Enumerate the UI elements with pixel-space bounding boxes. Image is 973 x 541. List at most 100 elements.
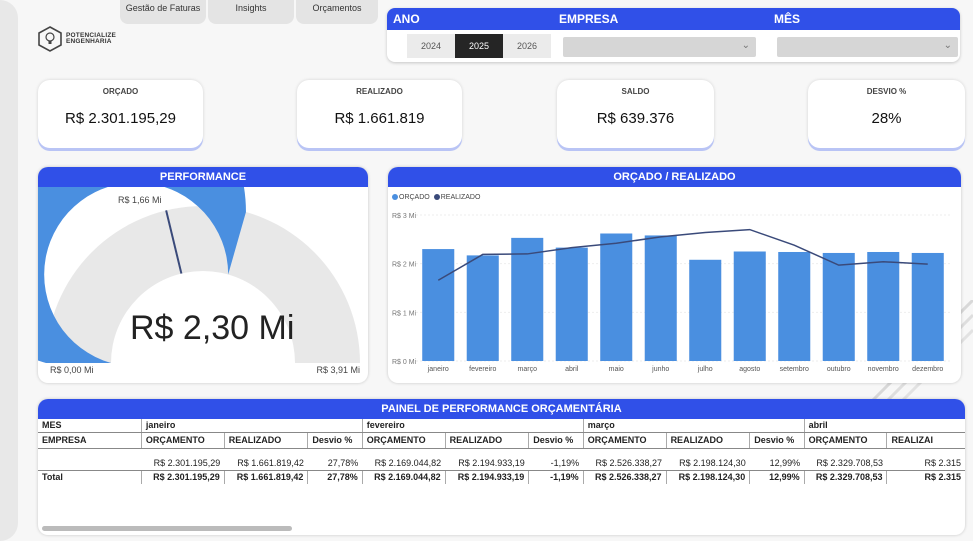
col-header-orcamento[interactable]: ORÇAMENTO: [582, 432, 667, 449]
bar-orcado-junho[interactable]: [644, 235, 677, 361]
cell-abr-realizado: R$ 2.315: [924, 457, 961, 468]
year-2026-button[interactable]: 2026: [503, 34, 551, 58]
painel-performance-table-panel: PAINEL DE PERFORMANCE ORÇAMENTÁRIA MES j…: [38, 399, 965, 535]
total-fev-desvio: -1,19%: [528, 469, 584, 484]
bar-orcado-janeiro[interactable]: [422, 249, 455, 361]
y-tick-label: R$ 1 Mi: [392, 310, 417, 317]
col-header-orcamento[interactable]: ORÇAMENTO: [803, 432, 887, 449]
col-header-orcamento[interactable]: ORÇAMENTO: [361, 432, 446, 449]
kpi-saldo-label: SALDO: [621, 87, 650, 96]
bar-orcado-fevereiro[interactable]: [466, 255, 499, 361]
cell-mar-realizado: R$ 2.198.124,30: [679, 457, 746, 468]
empresa-dropdown[interactable]: ⌄: [563, 37, 756, 57]
col-header-desvio[interactable]: Desvio %: [749, 432, 805, 449]
legend-realizado-swatch: [433, 194, 440, 200]
x-tick-label: março: [518, 366, 538, 373]
filter-empresa-label: EMPRESA: [559, 12, 619, 26]
bar-orcado-março[interactable]: [511, 237, 544, 361]
cell-abr-orcamento: R$ 2.329.708,53: [816, 457, 883, 468]
total-mar-realizado: R$ 2.198.124,30: [665, 469, 750, 484]
kpi-orcado-value: R$ 2.301.195,29: [65, 110, 176, 127]
month-header-marco: março: [582, 419, 805, 433]
chart-title: ORÇADO / REALIZADO: [388, 167, 961, 187]
mes-dropdown[interactable]: ⌄: [777, 37, 958, 57]
table-total-row: Total R$ 2.301.195,29 R$ 1.661.819,42 27…: [38, 469, 965, 484]
orcado-realizado-chart: R$ 0 Mi R$ 1 Mi R$ 2 Mi R$ 3 Mi janeiro fever…: [392, 213, 950, 373]
year-selector: 2024 2025 2026: [407, 34, 551, 58]
performance-gauge: [38, 187, 360, 363]
bar-orcado-abril[interactable]: [555, 247, 588, 361]
y-tick-label: R$ 3 Mi: [392, 213, 417, 220]
col-header-realizado[interactable]: REALIZADO: [223, 432, 308, 449]
filters-panel: ANO EMPRESA MÊS 2024 2025 2026 ⌄ ⌄: [387, 8, 960, 62]
table-month-header-row: MES janeiro fevereiro março abril: [38, 419, 965, 433]
bar-orcado-novembro[interactable]: [867, 251, 900, 361]
gauge-background-arc: [46, 206, 360, 363]
performance-panel: PERFORMANCE R$ 1,66 Mi R$ 2,30 Mi R$ 0,0…: [38, 167, 368, 383]
total-mar-desvio: 12,99%: [749, 469, 805, 484]
tab-insights[interactable]: Insights: [208, 0, 294, 24]
bar-orcado-julho[interactable]: [689, 259, 722, 361]
total-jan-desvio: 27,78%: [307, 469, 363, 484]
x-tick-label: junho: [651, 366, 669, 373]
table-scroll-area[interactable]: MES janeiro fevereiro março abril EMPRES…: [38, 419, 965, 535]
legend-orcado-swatch: [392, 194, 398, 200]
x-tick-label: maio: [609, 366, 624, 373]
cell-jan-orcamento: R$ 2.301.195,29: [153, 457, 221, 468]
x-tick-label: agosto: [739, 366, 760, 373]
year-2025-button[interactable]: 2025: [455, 34, 503, 58]
x-tick-label: abril: [565, 366, 579, 373]
performance-title: PERFORMANCE: [38, 167, 368, 187]
table-column-header-row: EMPRESA ORÇAMENTO REALIZADO Desvio % ORÇ…: [38, 432, 965, 449]
bar-orcado-setembro[interactable]: [778, 251, 811, 361]
gauge-value-arc: [38, 187, 246, 363]
total-fev-realizado: R$ 2.194.933,19: [444, 469, 529, 484]
col-header-realizado[interactable]: REALIZAI: [886, 432, 965, 449]
cell-mar-desvio: 12,99%: [769, 457, 801, 468]
total-jan-orcamento: R$ 2.301.195,29: [140, 469, 225, 484]
bar-orcado-maio[interactable]: [600, 233, 633, 361]
y-tick-label: R$ 0 Mi: [392, 359, 417, 366]
orcado-realizado-panel: ORÇADO / REALIZADO ORÇADO REALIZADO R$ 0…: [388, 167, 961, 383]
y-tick-label: R$ 2 Mi: [392, 262, 417, 269]
col-header-desvio[interactable]: Desvio %: [528, 432, 584, 449]
line-realizado[interactable]: [437, 228, 928, 281]
table-row: R$ 2.301.195,29 R$ 1.661.819,42 27,78% R…: [38, 456, 965, 470]
bar-orcado-agosto[interactable]: [733, 251, 766, 362]
kpi-desvio-label: DESVIO %: [866, 87, 907, 96]
col-header-desvio[interactable]: Desvio %: [307, 432, 363, 449]
filter-mes-label: MÊS: [774, 12, 801, 26]
legend-orcado-label: ORÇADO: [399, 194, 430, 201]
tab-gestao-de-faturas[interactable]: Gestão de Faturas: [120, 0, 206, 24]
filter-ano-label: ANO: [393, 12, 420, 26]
cell-mar-orcamento: R$ 2.526.338,27: [595, 457, 663, 468]
col-header-realizado[interactable]: REALIZADO: [665, 432, 750, 449]
x-tick-label: outubro: [827, 366, 851, 373]
gauge-target-marker: [165, 210, 183, 274]
kpi-realizado-value: R$ 1.661.819: [334, 110, 425, 127]
cell-fev-desvio: -1,19%: [550, 457, 580, 468]
bar-orcado-dezembro[interactable]: [911, 252, 944, 361]
month-header-fevereiro: fevereiro: [361, 419, 584, 433]
year-2024-button[interactable]: 2024: [407, 34, 455, 58]
row-label: [38, 456, 141, 470]
kpi-realizado-label: REALIZADO: [356, 87, 403, 96]
table-spacer-row: [38, 448, 965, 456]
col-header-realizado[interactable]: REALIZADO: [444, 432, 529, 449]
tab-orcamentos[interactable]: Orçamentos: [296, 0, 378, 24]
logo-hexagon-icon: [38, 26, 62, 52]
month-header-janeiro: janeiro: [140, 419, 363, 433]
total-abr-orcamento: R$ 2.329.708,53: [803, 469, 887, 484]
col-header-orcamento[interactable]: ORÇAMENTO: [140, 432, 225, 449]
kpi-orcado-card: ORÇADO R$ 2.301.195,29: [38, 80, 203, 148]
top-navigation: Gestão de Faturas Insights Orçamentos: [120, 0, 378, 24]
x-tick-label: janeiro: [427, 366, 449, 373]
x-tick-label: julho: [697, 366, 713, 373]
chevron-down-icon: ⌄: [943, 40, 952, 51]
gauge-target-label: R$ 1,66 Mi: [118, 195, 162, 205]
x-tick-label: dezembro: [912, 366, 943, 373]
kpi-saldo-card: SALDO R$ 639.376: [557, 80, 714, 148]
horizontal-scrollbar[interactable]: [42, 526, 292, 531]
gauge-value-label: R$ 2,30 Mi: [130, 309, 295, 347]
bar-orcado-outubro[interactable]: [822, 252, 855, 361]
